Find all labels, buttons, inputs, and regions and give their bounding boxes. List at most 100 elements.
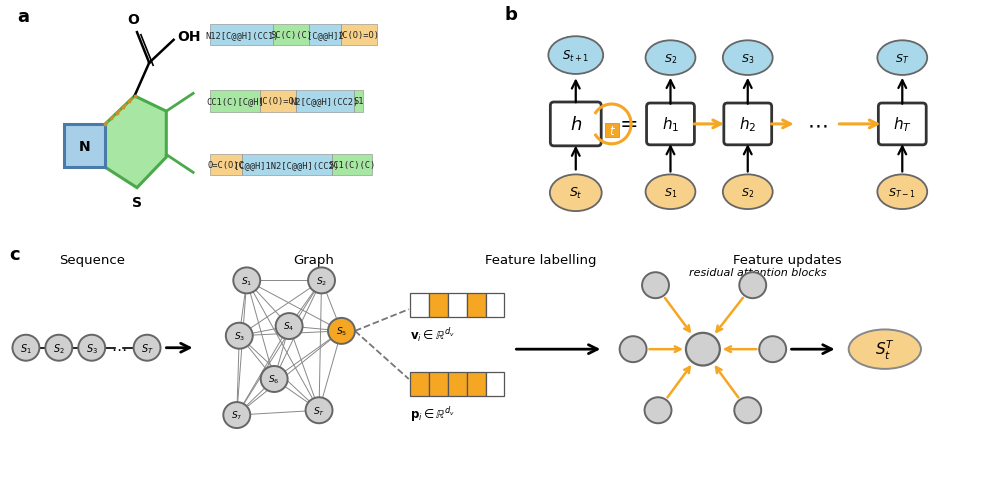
Text: $S_5$: $S_5$ bbox=[336, 325, 347, 337]
Text: a: a bbox=[17, 8, 29, 25]
Bar bbox=[410, 372, 429, 396]
Ellipse shape bbox=[877, 175, 927, 210]
Circle shape bbox=[12, 335, 40, 361]
Bar bbox=[429, 294, 448, 318]
Text: residual attention blocks: residual attention blocks bbox=[689, 268, 827, 278]
Bar bbox=[486, 294, 504, 318]
Bar bbox=[309, 25, 341, 46]
Text: b: b bbox=[504, 6, 517, 24]
Text: $S_2$: $S_2$ bbox=[664, 52, 677, 65]
Circle shape bbox=[78, 335, 106, 361]
Text: Feature updates: Feature updates bbox=[734, 253, 841, 266]
Bar bbox=[210, 25, 273, 46]
Ellipse shape bbox=[549, 175, 601, 212]
Text: $S_2$: $S_2$ bbox=[741, 185, 755, 199]
Bar bbox=[296, 91, 354, 112]
FancyBboxPatch shape bbox=[878, 104, 926, 145]
Text: =: = bbox=[620, 115, 638, 134]
FancyBboxPatch shape bbox=[550, 103, 601, 146]
Bar bbox=[448, 294, 467, 318]
Circle shape bbox=[760, 336, 787, 362]
Circle shape bbox=[275, 313, 303, 339]
Ellipse shape bbox=[723, 175, 773, 210]
Text: CC1(C)[C@H]: CC1(C)[C@H] bbox=[206, 97, 264, 106]
Text: $h_T$: $h_T$ bbox=[893, 115, 911, 134]
Bar bbox=[241, 155, 332, 176]
Text: S: S bbox=[132, 196, 142, 210]
Bar bbox=[332, 155, 372, 176]
Bar bbox=[354, 91, 363, 112]
Text: $S_3$: $S_3$ bbox=[741, 52, 755, 65]
Text: $S_{T-1}$: $S_{T-1}$ bbox=[888, 185, 916, 199]
Text: SC(C)(C): SC(C)(C) bbox=[270, 31, 312, 40]
Circle shape bbox=[686, 333, 720, 366]
Ellipse shape bbox=[646, 175, 695, 210]
Bar bbox=[429, 372, 448, 396]
FancyBboxPatch shape bbox=[646, 104, 694, 145]
Circle shape bbox=[261, 366, 287, 392]
Bar bbox=[467, 372, 486, 396]
Circle shape bbox=[223, 402, 250, 428]
Bar bbox=[486, 372, 504, 396]
Text: OH: OH bbox=[177, 30, 200, 44]
FancyBboxPatch shape bbox=[724, 104, 772, 145]
Text: $S_1$: $S_1$ bbox=[664, 185, 677, 199]
Bar bbox=[210, 155, 241, 176]
Bar bbox=[448, 372, 467, 396]
Polygon shape bbox=[106, 96, 166, 188]
Text: Sequence: Sequence bbox=[59, 253, 126, 266]
Circle shape bbox=[305, 397, 333, 423]
Bar bbox=[273, 25, 309, 46]
Text: $h$: $h$ bbox=[569, 116, 582, 133]
Circle shape bbox=[734, 397, 762, 423]
Text: [C@@H]1N2[C@@H](CC2): [C@@H]1N2[C@@H](CC2) bbox=[234, 161, 339, 170]
Text: $S_{t+1}$: $S_{t+1}$ bbox=[562, 48, 589, 63]
Polygon shape bbox=[64, 125, 106, 168]
Bar bbox=[341, 25, 377, 46]
Text: Feature labelling: Feature labelling bbox=[486, 253, 596, 266]
Text: O: O bbox=[128, 12, 139, 26]
Text: N2[C@@H](CC2): N2[C@@H](CC2) bbox=[291, 97, 359, 106]
Text: $S_1$: $S_1$ bbox=[20, 341, 32, 355]
Text: $S_t^T$: $S_t^T$ bbox=[874, 338, 895, 361]
Text: $S_t$: $S_t$ bbox=[569, 186, 582, 201]
Text: S1: S1 bbox=[353, 97, 364, 106]
Bar bbox=[467, 294, 486, 318]
Text: $h_2$: $h_2$ bbox=[739, 115, 757, 134]
Ellipse shape bbox=[548, 37, 603, 75]
Text: $S_1$: $S_1$ bbox=[241, 275, 252, 287]
Text: $\cdots$: $\cdots$ bbox=[808, 115, 828, 134]
Text: $\mathbf{p}_i \in \mathbb{R}^{d_v}$: $\mathbf{p}_i \in \mathbb{R}^{d_v}$ bbox=[410, 404, 456, 423]
Circle shape bbox=[45, 335, 72, 361]
Text: N12[C@@H](CC1): N12[C@@H](CC1) bbox=[205, 31, 278, 40]
Bar bbox=[410, 294, 429, 318]
Text: $h_1$: $h_1$ bbox=[662, 115, 679, 134]
Text: (C(O)=O): (C(O)=O) bbox=[338, 31, 380, 40]
Bar bbox=[259, 91, 296, 112]
Bar bbox=[604, 124, 618, 137]
Ellipse shape bbox=[877, 41, 927, 76]
Text: $S_2$: $S_2$ bbox=[53, 341, 65, 355]
Circle shape bbox=[619, 336, 647, 362]
Circle shape bbox=[225, 323, 252, 349]
Circle shape bbox=[739, 273, 766, 299]
Text: $S_3$: $S_3$ bbox=[86, 341, 98, 355]
Ellipse shape bbox=[646, 41, 695, 76]
Ellipse shape bbox=[723, 41, 773, 76]
Text: (C(O)=O): (C(O)=O) bbox=[256, 97, 299, 106]
Circle shape bbox=[644, 397, 672, 423]
Text: $S_7$: $S_7$ bbox=[231, 409, 242, 421]
Text: [C@@H]2: [C@@H]2 bbox=[306, 31, 343, 40]
Circle shape bbox=[328, 318, 355, 344]
Text: $\mathbf{v}_i \in \mathbb{R}^{d_v}$: $\mathbf{v}_i \in \mathbb{R}^{d_v}$ bbox=[410, 325, 455, 343]
Text: c: c bbox=[9, 246, 20, 264]
Text: N: N bbox=[79, 140, 90, 154]
Text: $S_2$: $S_2$ bbox=[316, 275, 327, 287]
Text: SC1(C)(C): SC1(C)(C) bbox=[328, 161, 376, 170]
Text: $S_6$: $S_6$ bbox=[268, 373, 280, 385]
Text: $S_T$: $S_T$ bbox=[895, 52, 909, 65]
Circle shape bbox=[134, 335, 161, 361]
Text: $S_T$: $S_T$ bbox=[141, 341, 154, 355]
Bar bbox=[210, 91, 259, 112]
Text: $S_T$: $S_T$ bbox=[313, 404, 325, 417]
